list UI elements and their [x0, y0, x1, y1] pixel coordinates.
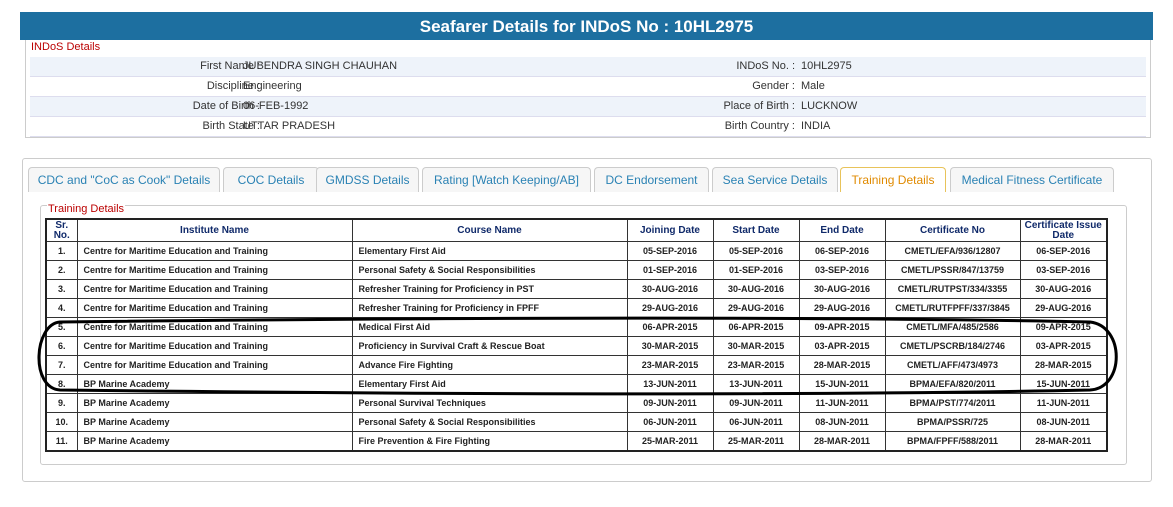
training-panel: [40, 205, 1127, 465]
detail-row: Birth State : UTTAR PRADESH Birth Country …: [30, 117, 1146, 137]
highlight-ellipse: [37, 316, 1118, 396]
table-cell: Fire Prevention & Fire Fighting: [351, 431, 628, 452]
table-cell: BPMA/FPFF/588/2011: [884, 431, 1021, 452]
details-legend: INDoS Details: [31, 41, 101, 53]
table-row: 11. BP Marine Academy Fire Prevention & Fi…: [45, 431, 1108, 452]
table-cell: 28-MAR-2011: [798, 431, 886, 452]
table-row: 3. Centre for Maritime Education and Trai…: [45, 279, 1108, 299]
tab[interactable]: CDC and "CoC as Cook" Details: [28, 167, 220, 192]
table-cell: BPMA/PSSR/725: [884, 412, 1021, 432]
tab[interactable]: Sea Service Details: [712, 167, 838, 192]
tab[interactable]: DC Endorsement: [594, 167, 709, 192]
field-value: UTTAR PRADESH: [243, 120, 336, 132]
field-label: Birth Country :: [724, 120, 795, 132]
field-value: LUCKNOW: [801, 100, 858, 112]
table-row: 7. Centre for Maritime Education and Trai…: [45, 355, 1108, 375]
field-value: Engineering: [243, 80, 302, 92]
tabs-panel: [22, 158, 1152, 482]
table-row: 2. Centre for Maritime Education and Trai…: [45, 260, 1108, 280]
field-label: Date of Birth :: [192, 100, 260, 112]
detail-row: Date of Birth :06-FEB-1992 Place of Birth…: [30, 97, 1146, 117]
table-cell: 28-MAR-2011: [1019, 431, 1108, 452]
detail-row: First Name : JUBENDRA SINGH CHAUHAN INDoS …: [30, 57, 1146, 77]
tab[interactable]: GMDSS Details: [316, 167, 419, 192]
table-row: 1. Centre for Maritime Education and Trai…: [45, 241, 1108, 261]
field-label: Discipline :: [206, 80, 260, 92]
tab[interactable]: Medical Fitness Certificate: [950, 167, 1114, 192]
field-label: Place of Birth :: [723, 100, 795, 112]
field-value: Male: [801, 80, 825, 92]
field-value: INDIA: [801, 120, 831, 132]
field-value: 10HL2975: [801, 60, 852, 72]
tab[interactable]: Training Details: [840, 167, 946, 192]
field-value: JUBENDRA SINGH CHAUHAN: [243, 60, 398, 72]
field-label: First Name :: [200, 60, 260, 72]
field-label: Birth State :: [202, 120, 260, 132]
tab[interactable]: Rating [Watch Keeping/AB]: [422, 167, 591, 192]
detail-row: Discipline : Engineering Gender : Male: [30, 77, 1146, 97]
tab[interactable]: COC Details: [223, 167, 319, 192]
field-label: INDoS No. :: [736, 60, 795, 72]
table-cell: BP Marine Academy: [76, 431, 353, 452]
field-value: 06-FEB-1992: [243, 100, 309, 112]
training-table: Sr. No. Institute Name Course Name Joining …: [45, 218, 1108, 452]
training-legend: Training Details: [47, 203, 126, 215]
table-row: 10. BP Marine Academy Personal Safety & So…: [45, 412, 1108, 432]
details-panel: [25, 40, 1151, 138]
field-label: Gender :: [752, 80, 795, 92]
page-header: Seafarer Details for INDoS No : 10HL2975: [20, 12, 1153, 40]
table-row: 4. Centre for Maritime Education and Trai…: [45, 298, 1108, 318]
table-cell: 08-JUN-2011: [1019, 412, 1108, 432]
